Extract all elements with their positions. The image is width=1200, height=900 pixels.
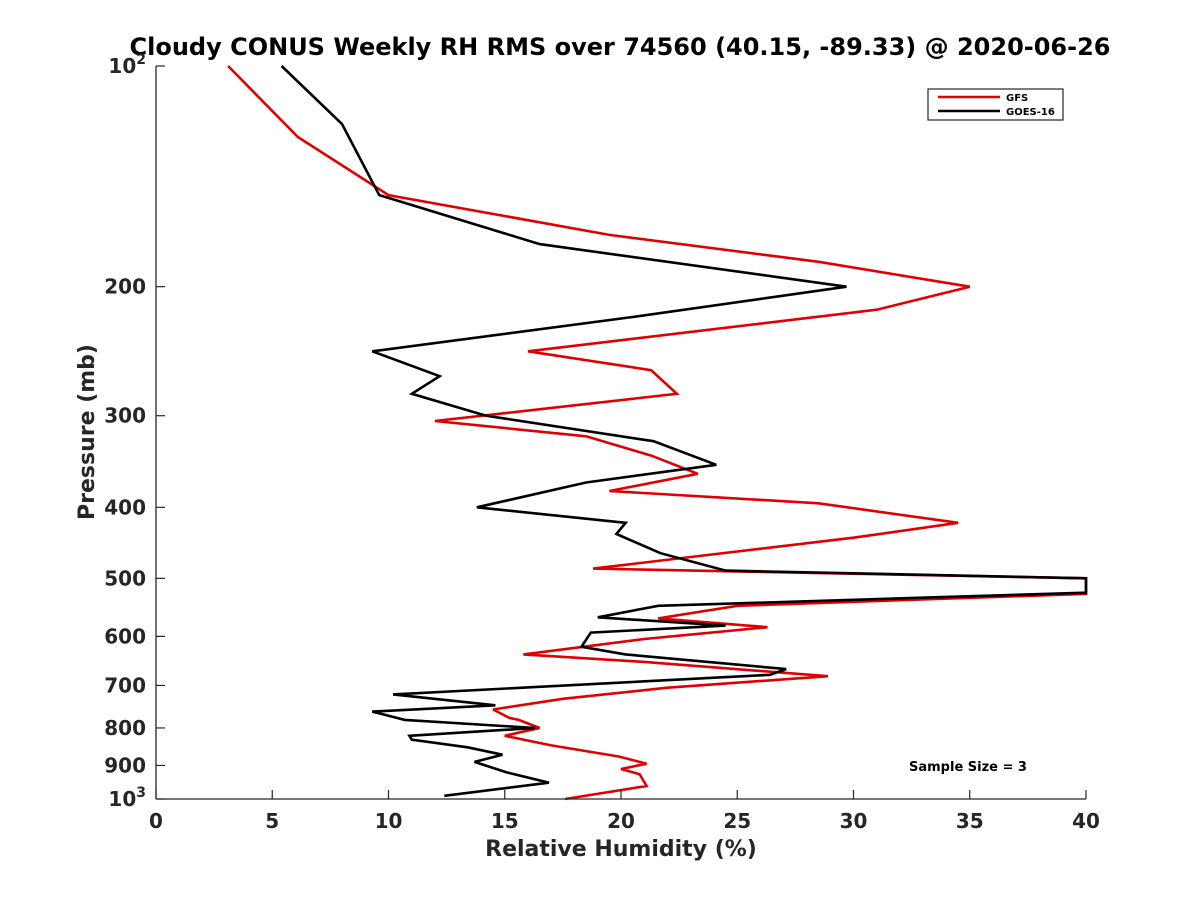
plot-frame [156,66,1086,799]
y-tick-label: 900 [104,753,146,777]
series-line-gfs [227,65,1088,801]
y-ticks: 102 200 300 400 500 600 700 800 900 103 [104,52,165,811]
x-tick-label: 30 [840,809,868,833]
plot-area [155,65,1088,801]
series-line-goes-16 [280,65,1088,798]
legend-label-gfs: GFS [1006,93,1028,104]
y-tick-label: 800 [104,716,146,740]
x-tick-label: 10 [375,809,403,833]
y-tick-label: 500 [104,566,146,590]
y-tick-label: 600 [104,624,146,648]
sample-size-annotation: Sample Size = 3 [909,760,1027,775]
x-tick-label: 20 [607,809,635,833]
legend-label-goes16: GOES-16 [1006,107,1055,118]
x-ticks: 0 5 10 15 20 25 30 35 40 [149,790,1100,833]
x-tick-label: 15 [491,809,519,833]
series-group [227,65,1088,801]
x-axis-label: Relative Humidity (%) [485,837,757,862]
chart-title: Cloudy CONUS Weekly RH RMS over 74560 (4… [130,33,1111,61]
y-tick-label: 300 [104,404,146,428]
x-tick-label: 40 [1072,809,1100,833]
x-tick-label: 0 [149,809,163,833]
y-tick-label: 102 [108,52,146,78]
y-tick-label: 200 [104,275,146,299]
y-tick-label: 400 [104,495,146,519]
y-tick-label: 700 [104,673,146,697]
x-tick-label: 35 [956,809,984,833]
x-tick-label: 5 [265,809,279,833]
legend: GFS GOES-16 [927,88,1064,121]
legend-box [927,88,1064,121]
x-tick-label: 25 [723,809,751,833]
y-axis-label: Pressure (mb) [75,344,100,520]
y-tick-label: 103 [108,785,146,811]
